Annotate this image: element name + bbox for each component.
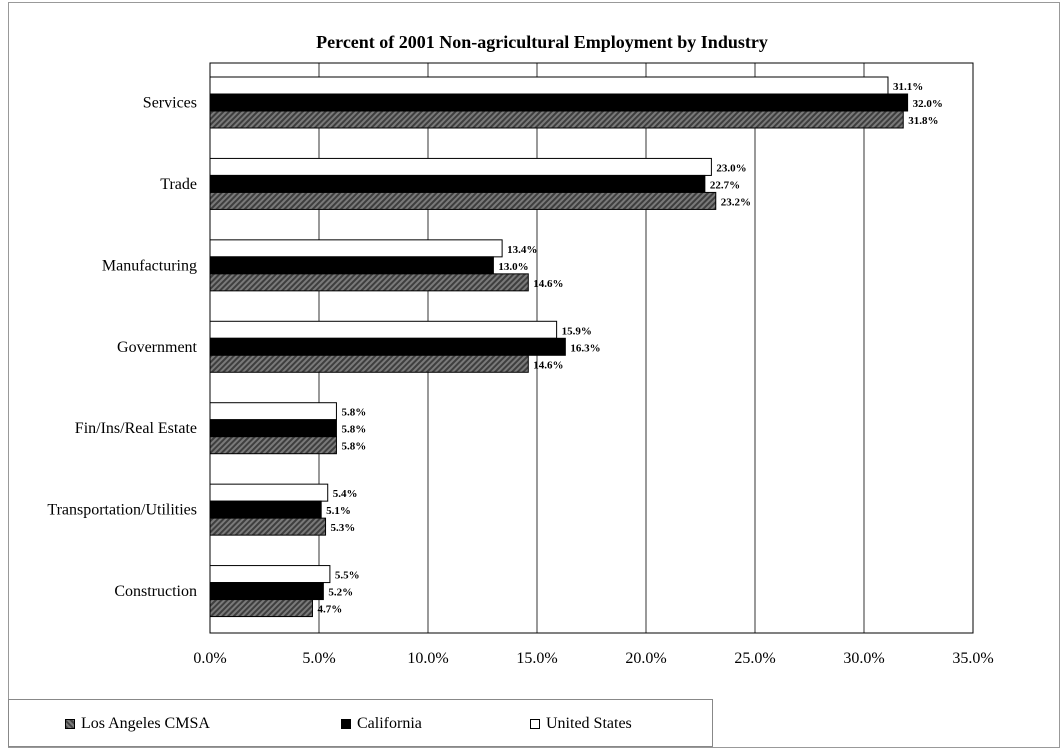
x-tick-label: 15.0% xyxy=(516,650,557,667)
legend: Los Angeles CMSA California United State… xyxy=(8,699,713,747)
data-label: 23.2% xyxy=(721,196,751,208)
bar-los-angeles xyxy=(209,354,529,373)
category-label: Fin/Ins/Real Estate xyxy=(75,420,197,437)
data-label: 5.4% xyxy=(333,488,358,500)
bar-united-states xyxy=(209,402,337,421)
bar-united-states xyxy=(209,76,889,95)
data-label: 5.2% xyxy=(328,587,353,599)
x-tick-label: 35.0% xyxy=(952,650,993,667)
bar-california xyxy=(209,582,324,601)
x-tick-label: 10.0% xyxy=(407,650,448,667)
bar-california xyxy=(209,93,909,112)
category-label: Services xyxy=(143,95,197,112)
x-tick-label: 5.0% xyxy=(302,650,335,667)
data-label: 16.3% xyxy=(570,342,600,354)
bar-california xyxy=(209,419,337,438)
bar-united-states xyxy=(209,157,712,176)
x-tick-label: 0.0% xyxy=(193,650,226,667)
chart-title: Percent of 2001 Non-agricultural Employm… xyxy=(316,32,768,52)
x-tick-label: 20.0% xyxy=(625,650,666,667)
legend-item-california: California xyxy=(341,715,422,733)
bar-los-angeles xyxy=(209,191,717,210)
legend-label: Los Angeles CMSA xyxy=(81,715,210,732)
chart-frame xyxy=(8,2,1060,748)
data-label: 5.1% xyxy=(326,505,351,517)
bar-california xyxy=(209,500,322,519)
data-label: 5.3% xyxy=(331,522,356,534)
data-label: 32.0% xyxy=(913,98,943,110)
data-label: 31.8% xyxy=(908,115,938,127)
bar-los-angeles xyxy=(209,599,313,618)
bar-united-states xyxy=(209,565,331,584)
data-label: 31.1% xyxy=(893,81,923,93)
legend-item-los-angeles: Los Angeles CMSA xyxy=(65,715,210,733)
category-label: Transportation/Utilities xyxy=(47,502,197,519)
data-label: 22.7% xyxy=(710,179,740,191)
category-label: Trade xyxy=(160,176,197,193)
bar-united-states xyxy=(209,239,503,258)
bar-los-angeles xyxy=(209,273,529,292)
data-label: 13.4% xyxy=(507,244,537,256)
bar-california xyxy=(209,256,494,275)
data-label: 14.6% xyxy=(533,359,563,371)
bar-united-states xyxy=(209,320,558,339)
data-label: 14.6% xyxy=(533,278,563,290)
bar-california xyxy=(209,174,706,193)
category-label: Government xyxy=(117,339,198,356)
bar-los-angeles xyxy=(209,436,337,455)
x-tick-label: 25.0% xyxy=(734,650,775,667)
legend-label: United States xyxy=(546,715,632,732)
data-label: 5.8% xyxy=(341,407,366,419)
category-label: Construction xyxy=(114,583,197,600)
data-label: 23.0% xyxy=(716,162,746,174)
data-label: 5.8% xyxy=(341,424,366,436)
bar-california xyxy=(209,337,566,356)
legend-item-united-states: United States xyxy=(530,715,632,733)
legend-swatch-los-angeles xyxy=(65,719,75,729)
category-label: Manufacturing xyxy=(102,257,197,274)
data-label: 13.0% xyxy=(498,261,528,273)
data-label: 4.7% xyxy=(317,604,342,616)
data-label: 5.5% xyxy=(335,570,360,582)
data-label: 5.8% xyxy=(341,441,366,453)
x-tick-label: 30.0% xyxy=(843,650,884,667)
data-label: 15.9% xyxy=(562,325,592,337)
bar-los-angeles xyxy=(209,517,327,536)
legend-swatch-california xyxy=(341,719,351,729)
bar-los-angeles xyxy=(209,110,904,129)
legend-swatch-united-states xyxy=(530,719,540,729)
legend-label: California xyxy=(357,715,422,732)
bar-united-states xyxy=(209,483,329,502)
